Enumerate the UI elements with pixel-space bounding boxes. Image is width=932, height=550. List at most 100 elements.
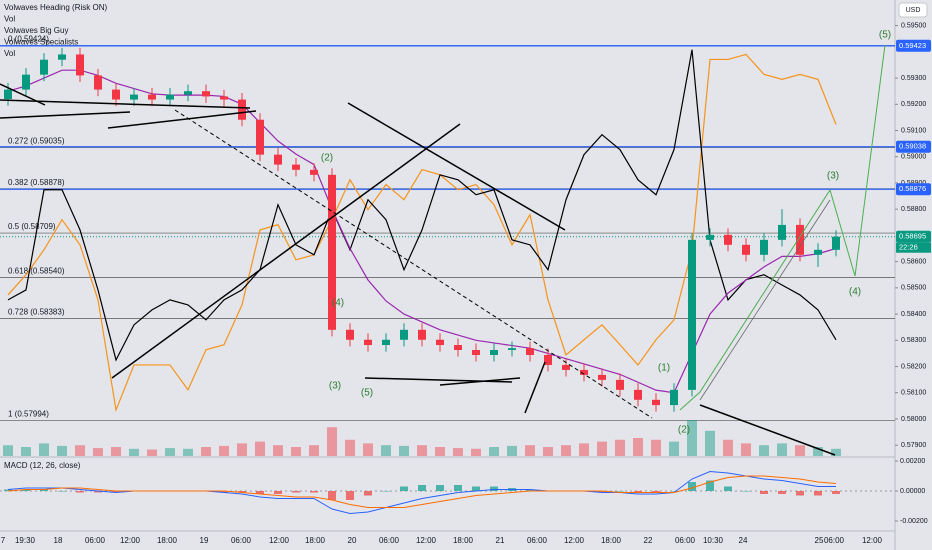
macd-histogram-bar — [76, 491, 84, 493]
y-tick-label: 0.59500 — [901, 22, 926, 29]
overlay-line — [7, 49, 837, 362]
macd-histogram-bar — [454, 485, 462, 491]
volume-bar — [291, 447, 301, 456]
time-label: 24 — [739, 536, 748, 545]
volume-bar — [669, 441, 679, 456]
y-tick-label: 0.58600 — [901, 258, 926, 265]
trendline — [347, 102, 566, 231]
macd-histogram-bar — [400, 486, 408, 491]
candle-body — [4, 89, 12, 100]
dashed-trendline — [174, 109, 653, 419]
wave-projection — [679, 44, 886, 411]
time-label: 12:00 — [269, 536, 290, 545]
volume-bar — [3, 445, 13, 456]
time-label: 12:00 — [416, 536, 437, 545]
legend-entry: Volwaves Big Guy — [4, 26, 68, 35]
time-label: 06:00 — [824, 536, 845, 545]
candle-body — [220, 96, 228, 100]
volume-bar — [57, 445, 67, 456]
candle-body — [490, 349, 498, 355]
legend-entry: Vol — [4, 49, 15, 58]
candle-body — [184, 91, 192, 95]
candle-body — [364, 339, 372, 346]
candle-body — [436, 339, 444, 346]
wave-label: (5) — [361, 388, 373, 399]
fib-label: 0.382 (0.58878) — [8, 178, 65, 187]
macd-histogram-bar — [526, 489, 534, 491]
volume-bar — [165, 448, 175, 456]
candle-body — [472, 349, 480, 355]
time-label: 06:00 — [675, 536, 696, 545]
volume-bar — [489, 447, 499, 456]
volume-bar — [795, 445, 805, 456]
volume-bar — [615, 439, 625, 456]
legend-entry: Volwaves Heading (Risk ON) — [4, 3, 107, 12]
countdown-badge — [896, 242, 931, 253]
candle-body — [562, 364, 570, 370]
price-axis-panel — [895, 0, 932, 550]
currency-button — [898, 2, 928, 18]
fib-label: 0.272 (0.59035) — [8, 137, 65, 146]
volume-bar — [237, 443, 247, 456]
volume-bar — [525, 445, 535, 456]
wave-label: (1) — [658, 363, 670, 374]
trendline — [699, 404, 836, 456]
wave-label: (4) — [849, 287, 861, 298]
y-tick-label: 0.59300 — [901, 75, 926, 82]
drawings — [0, 44, 886, 456]
time-label: 06:00 — [231, 536, 252, 545]
candle-body — [418, 329, 426, 340]
macd-histogram-bar — [814, 491, 822, 496]
candle-body — [778, 224, 786, 240]
macd-histogram-bar — [382, 491, 390, 492]
macd-histogram-bar — [436, 485, 444, 491]
candle-body — [76, 54, 84, 76]
macd-histogram-bar — [616, 491, 624, 492]
candle-body — [400, 329, 408, 340]
volume-bar — [417, 445, 427, 456]
candle-body — [724, 234, 732, 245]
macd-tick-label: 0.00200 — [900, 458, 925, 465]
y-tick-label: 0.58800 — [901, 206, 926, 213]
macd-histogram-bar — [472, 486, 480, 491]
y-tick-label: 0.58400 — [901, 311, 926, 318]
time-label: 18:00 — [601, 536, 622, 545]
trendline — [107, 110, 257, 129]
time-label: 06:00 — [85, 536, 106, 545]
candle-body — [832, 236, 840, 250]
projection-line — [699, 199, 831, 401]
candle-body — [526, 348, 534, 355]
trendline — [439, 377, 521, 386]
volume-bar — [309, 445, 319, 456]
candle-body — [580, 369, 588, 375]
candle-body — [346, 329, 354, 340]
volume-bar — [183, 448, 193, 456]
candle-body — [94, 75, 102, 90]
candle-body — [760, 239, 768, 255]
macd-histogram-bar — [22, 489, 30, 491]
candle-body — [598, 374, 606, 380]
fib-label: 0.5 (0.58709) — [8, 222, 56, 231]
overlay-line — [7, 53, 837, 413]
wave-label: (4) — [332, 298, 344, 309]
volume-bar — [579, 443, 589, 456]
candle-body — [130, 94, 138, 100]
volume-bar — [327, 427, 337, 456]
wave-label: (3) — [827, 171, 839, 182]
volume-bar — [201, 447, 211, 456]
macd-histogram-bar — [634, 491, 642, 493]
macd-histogram-bar — [292, 491, 300, 493]
candle-body — [652, 399, 660, 406]
macd-histogram-bar — [220, 491, 228, 493]
macd-histogram-bar — [760, 491, 768, 494]
macd-histogram-bar — [4, 489, 12, 491]
trendline — [0, 111, 131, 119]
volume-bar — [597, 441, 607, 456]
legend-entry: Volwaves Specialists — [4, 38, 78, 47]
volume-bar — [741, 443, 751, 456]
macd-histogram-bar — [58, 491, 66, 492]
candle-body — [742, 244, 750, 255]
time-label: 18:00 — [453, 536, 474, 545]
